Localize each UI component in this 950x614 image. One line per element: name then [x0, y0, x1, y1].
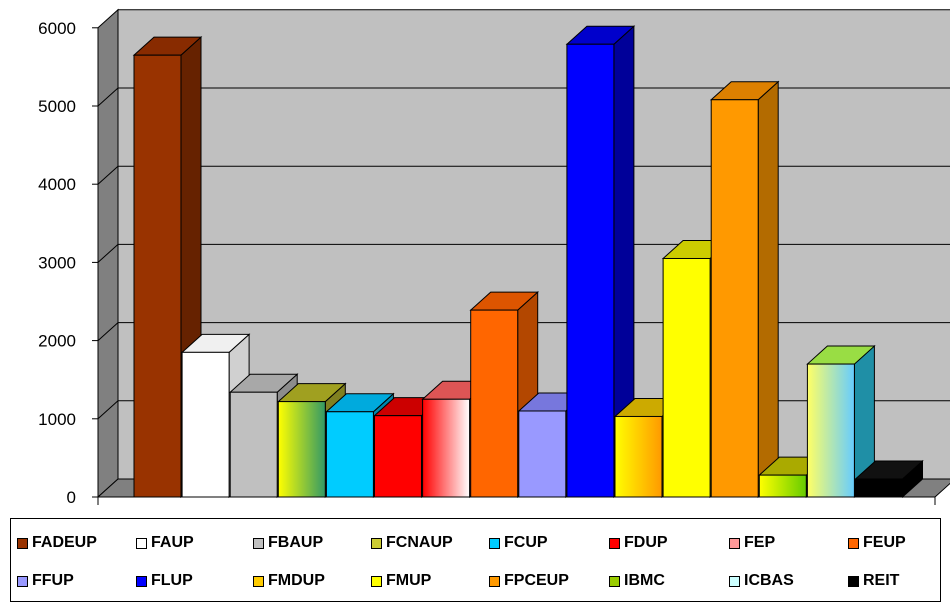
legend-swatch — [17, 575, 28, 587]
legend-item-fep: FEP — [729, 533, 775, 553]
legend-item-faup: FAUP — [136, 533, 194, 553]
bars — [132, 25, 924, 499]
bar-front — [422, 398, 471, 498]
legend-label: FBAUP — [268, 534, 324, 551]
y-tick-label: 1000 — [38, 410, 76, 429]
legend-item-fmdup: FMDUP — [253, 571, 325, 591]
legend-swatch — [489, 575, 500, 587]
legend-label: FLUP — [151, 572, 193, 589]
legend-label: FFUP — [32, 572, 74, 589]
bar-front — [229, 391, 278, 498]
legend-item-fpceup: FPCEUP — [489, 571, 569, 591]
bar-front — [662, 257, 711, 498]
legend-swatch — [136, 537, 147, 549]
legend-item-fcup: FCUP — [489, 533, 548, 553]
legend-item-fcnaup: FCNAUP — [371, 533, 453, 553]
legend-label: FAUP — [151, 534, 194, 551]
legend-label: FMUP — [386, 572, 432, 589]
bar-front — [566, 43, 615, 498]
bar-front — [470, 309, 519, 498]
legend-label: FDUP — [624, 534, 668, 551]
bar-front — [710, 99, 759, 498]
gridline — [97, 243, 950, 263]
legend-item-feup: FEUP — [848, 533, 906, 553]
legend-swatch — [729, 575, 740, 587]
legend-item-fadeup: FADEUP — [17, 533, 97, 553]
bar-front — [758, 474, 807, 498]
legend-swatch — [253, 575, 264, 587]
bar-front — [855, 478, 903, 498]
legend-label: FEUP — [863, 534, 906, 551]
bar-front — [277, 401, 326, 498]
y-tick-label: 4000 — [38, 175, 76, 194]
legend-label: FADEUP — [32, 534, 97, 551]
legend-label: FCUP — [504, 534, 548, 551]
legend-label: ICBAS — [744, 572, 794, 589]
y-tick-label: 6000 — [38, 19, 76, 38]
legend-label: FEP — [744, 534, 776, 551]
legend-swatch — [609, 537, 620, 549]
bar-front — [133, 54, 182, 498]
legend-swatch — [848, 537, 859, 549]
legend-swatch — [729, 537, 740, 549]
legend: FADEUP FAUP FBAUP FCNAUP FCUP FDUP FEP FEUP FFUP… — [10, 518, 941, 602]
gridline — [97, 87, 950, 107]
legend-swatch — [371, 575, 382, 587]
legend-item-fmup: FMUP — [371, 571, 431, 591]
bar-side — [757, 80, 779, 499]
legend-item-fbaup: FBAUP — [253, 533, 323, 553]
y-tick-label: 3000 — [38, 253, 76, 272]
legend-item-flup: FLUP — [136, 571, 193, 591]
legend-swatch — [17, 537, 28, 549]
bar-icbas — [806, 344, 876, 499]
legend-swatch — [848, 575, 859, 587]
bar-front — [374, 415, 422, 498]
legend-swatch — [371, 537, 382, 549]
legend-swatch — [253, 537, 264, 549]
legend-item-reit: REIT — [848, 571, 899, 591]
bar-front — [325, 411, 374, 498]
legend-swatch — [609, 575, 620, 587]
bar-fpceup — [709, 80, 780, 499]
legend-item-fdup: FDUP — [609, 533, 668, 553]
gridline — [97, 165, 950, 185]
legend-label: FMDUP — [268, 572, 325, 589]
legend-label: FCNAUP — [386, 534, 453, 551]
bar-front — [518, 410, 567, 498]
legend-label: IBMC — [624, 572, 665, 589]
y-tick-label: 2000 — [38, 332, 76, 351]
bar-front — [806, 363, 855, 498]
legend-label: REIT — [863, 572, 900, 589]
bar-reit — [854, 459, 924, 499]
y-axis: 0 1000 2000 3000 4000 5000 6000 — [38, 19, 936, 507]
legend-label: FPCEUP — [504, 572, 569, 589]
legend-item-icbas: ICBAS — [729, 571, 794, 591]
legend-item-ffup: FFUP — [17, 571, 74, 591]
bar-front — [614, 415, 663, 498]
bar-flup — [565, 25, 636, 499]
legend-item-ibmc: IBMC — [609, 571, 665, 591]
legend-swatch — [489, 537, 500, 549]
bar-front — [181, 351, 230, 498]
legend-swatch — [136, 575, 147, 587]
y-tick-label: 0 — [67, 488, 76, 507]
y-tick-label: 5000 — [38, 97, 76, 116]
